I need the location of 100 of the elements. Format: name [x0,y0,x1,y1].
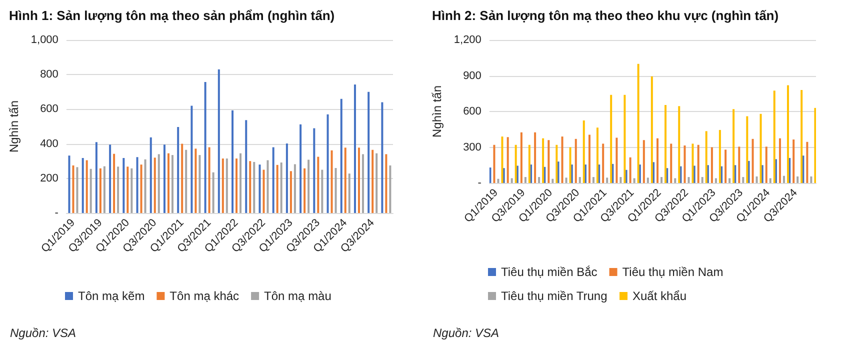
bar [372,150,374,213]
bar [524,177,526,183]
bar [140,164,142,213]
legend-label: Tiêu thụ miền Nam [622,265,724,279]
bar [664,104,667,183]
bar [514,144,517,183]
text: Nguồn: VSA [433,326,500,340]
bar [534,132,536,183]
bar [76,167,78,213]
bar [304,168,306,213]
bar [714,178,717,183]
bar [760,114,762,183]
bar [510,178,513,183]
bar [578,177,581,183]
bar [389,165,392,213]
bar [520,132,522,183]
bar [646,178,649,183]
bar [528,144,530,183]
bar [718,130,721,183]
bar [773,90,776,183]
bar [732,109,735,183]
y-tick-label: 400 [40,138,58,150]
bar [642,140,645,183]
bar [222,158,224,213]
bar [756,176,758,183]
bar [506,137,509,183]
bar [226,158,228,213]
bar [109,144,112,213]
y-tick-label: 800 [40,68,58,81]
bar [308,160,310,213]
bar [556,144,558,183]
bar [493,144,496,183]
bar [501,136,504,183]
bar [72,165,74,213]
bar [362,154,364,213]
y-tick-label: 300 [463,141,482,154]
bar [144,159,146,213]
legend-label: Tôn mạ kẽm [78,289,145,303]
y-tick-label: 600 [463,106,482,118]
bar [660,177,663,183]
bar [684,145,686,183]
bar [742,177,744,183]
bar [218,69,220,213]
bar [232,110,234,213]
bar [670,144,672,183]
bar [620,177,622,183]
bar [266,160,269,213]
y-axis-title: Nghìn tấn [430,85,444,138]
bar [548,140,550,183]
bar [592,177,594,183]
bar [262,170,265,213]
bar [300,124,302,213]
bar [710,147,713,183]
bar [557,162,560,183]
bar [778,138,781,183]
bar [746,116,748,183]
bar [748,160,750,183]
bar [385,154,388,213]
bar [208,147,210,213]
chart-title: Hình 1: Sản lượng tôn mạ theo sản phẩm (nghìn tấn) [9,8,335,23]
bar [190,106,193,213]
bar [705,131,708,183]
bar [113,154,116,213]
legend-label: Tôn mạ màu [264,289,332,303]
bar [810,176,812,183]
bar [344,148,346,213]
bar [796,176,799,183]
bar [212,172,214,213]
bar [701,177,704,183]
bar [317,156,320,213]
bar [171,155,174,213]
bar [610,94,612,183]
bar [136,157,138,213]
bar [276,164,278,213]
bar [330,150,333,213]
bar [326,114,329,213]
bar [163,144,166,213]
bar [616,138,618,183]
bar [800,90,803,183]
bar [765,146,768,183]
bar [569,147,572,183]
bar [596,128,598,183]
bar [565,178,568,183]
bar [158,154,160,213]
bar [253,162,256,213]
bar [236,158,238,213]
bar [321,170,324,213]
bar [154,158,156,213]
bar [692,144,694,183]
bar [368,92,370,213]
bar [204,82,206,213]
bar [313,128,316,213]
bar [574,138,577,183]
bar [650,76,653,183]
chart-title: Hình 2: Sản lượng tôn mạ theo theo khu vực (nghìn tấn) [432,8,779,23]
bar [542,138,544,183]
bar [561,136,564,183]
bar [167,153,170,213]
bar [272,147,274,213]
bar [806,142,808,183]
